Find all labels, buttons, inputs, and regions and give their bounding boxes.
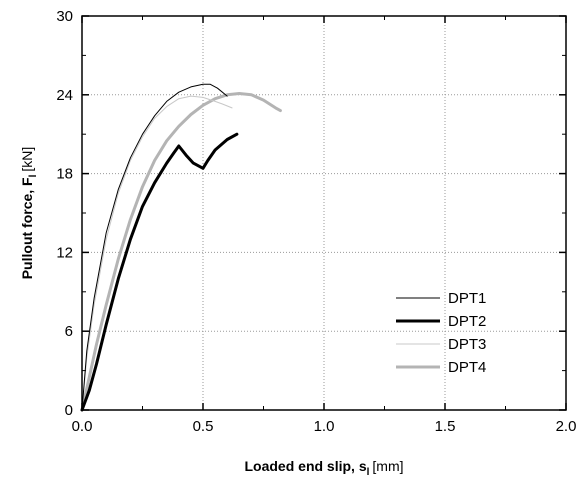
legend-label-dpt2: DPT2 <box>448 313 486 330</box>
series-line-dpt3 <box>81 95 233 411</box>
x-axis-title-main: Loaded end slip, s <box>244 458 366 474</box>
series-lines <box>80 83 282 412</box>
legend-label-dpt4: DPT4 <box>448 359 486 376</box>
axis-ticks: 0.0 0.5 1.0 1.5 2.0 0 6 12 18 24 30 <box>56 8 576 435</box>
x-tick-label: 1.0 <box>314 418 335 435</box>
x-tick-label: 0.0 <box>72 418 93 435</box>
y-tick-label: 12 <box>56 244 73 261</box>
x-axis-title: Loaded end slip, sl [mm] <box>244 458 403 477</box>
y-tick-label: 18 <box>56 166 73 183</box>
y-axis-title-sub: l <box>28 174 39 177</box>
grid <box>82 16 566 410</box>
x-tick-label: 0.5 <box>193 418 214 435</box>
legend-label-dpt3: DPT3 <box>448 336 486 353</box>
x-axis-title-sub: l <box>367 467 370 477</box>
legend: DPT1 DPT2 DPT3 DPT4 <box>396 290 486 376</box>
y-axis-title-main: Pullout force, F <box>19 177 35 279</box>
y-tick-label: 6 <box>65 323 73 340</box>
series-line-dpt4 <box>80 92 282 412</box>
y-axis-title: Pullout force, Fl [kN] <box>19 147 39 280</box>
x-tick-label: 2.0 <box>556 418 577 435</box>
legend-label-dpt1: DPT1 <box>448 290 486 307</box>
x-axis-title-unit: [mm] <box>372 458 403 474</box>
x-tick-label: 1.5 <box>435 418 456 435</box>
y-axis-title-unit: [kN] <box>19 147 35 172</box>
series-line-dpt2 <box>80 132 239 412</box>
y-tick-label: 0 <box>65 402 73 419</box>
y-tick-label: 30 <box>56 8 73 25</box>
y-tick-label: 24 <box>56 87 73 104</box>
plot-frame <box>81 15 567 411</box>
series-line-dpt1 <box>81 83 228 411</box>
